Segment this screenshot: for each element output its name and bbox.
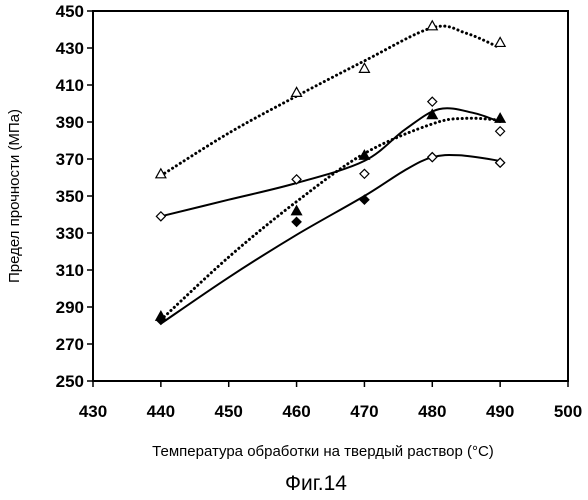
data-point-diamond xyxy=(496,127,505,136)
y-axis: 250 270 290 310 330 350 370 390 410 430 450 xyxy=(56,2,93,391)
data-point-diamond xyxy=(292,217,301,226)
data-point-diamond xyxy=(428,97,437,106)
y-tick-label: 350 xyxy=(56,187,84,206)
y-tick-label: 430 xyxy=(56,39,84,58)
plot-frame xyxy=(93,11,568,381)
data-point-triangle xyxy=(495,113,505,122)
y-tick-label: 390 xyxy=(56,113,84,132)
data-point-diamond xyxy=(428,153,437,162)
data-point-triangle xyxy=(495,37,505,46)
data-point-triangle xyxy=(427,21,437,30)
x-tick-label: 480 xyxy=(418,402,446,421)
series-line xyxy=(161,26,500,176)
data-point-triangle xyxy=(359,63,369,72)
y-tick-label: 310 xyxy=(56,261,84,280)
y-tick-label: 290 xyxy=(56,298,84,317)
series-line xyxy=(161,108,500,216)
y-tick-label: 410 xyxy=(56,76,84,95)
series-lines xyxy=(161,26,500,324)
x-tick-label: 460 xyxy=(282,402,310,421)
x-tick-label: 500 xyxy=(554,402,582,421)
x-axis: 430 440 450 460 470 480 490 500 xyxy=(79,381,582,421)
y-axis-title: Предел прочности (МПа) xyxy=(6,109,23,283)
data-point-triangle xyxy=(292,206,302,215)
figure-caption: Фиг.14 xyxy=(285,472,347,495)
x-tick-label: 470 xyxy=(350,402,378,421)
x-axis-title: Температура обработки на твердый раствор… xyxy=(152,443,494,460)
x-tick-label: 440 xyxy=(147,402,175,421)
y-tick-label: 450 xyxy=(56,2,84,21)
data-point-triangle xyxy=(292,87,302,96)
data-point-diamond xyxy=(360,195,369,204)
y-tick-label: 370 xyxy=(56,150,84,169)
x-tick-label: 430 xyxy=(79,402,107,421)
y-tick-label: 250 xyxy=(56,372,84,391)
x-tick-label: 450 xyxy=(215,402,243,421)
y-tick-label: 330 xyxy=(56,224,84,243)
x-tick-label: 490 xyxy=(486,402,514,421)
y-tick-label: 270 xyxy=(56,335,84,354)
data-point-diamond xyxy=(156,212,165,221)
data-point-diamond xyxy=(360,169,369,178)
series-line xyxy=(161,155,500,324)
